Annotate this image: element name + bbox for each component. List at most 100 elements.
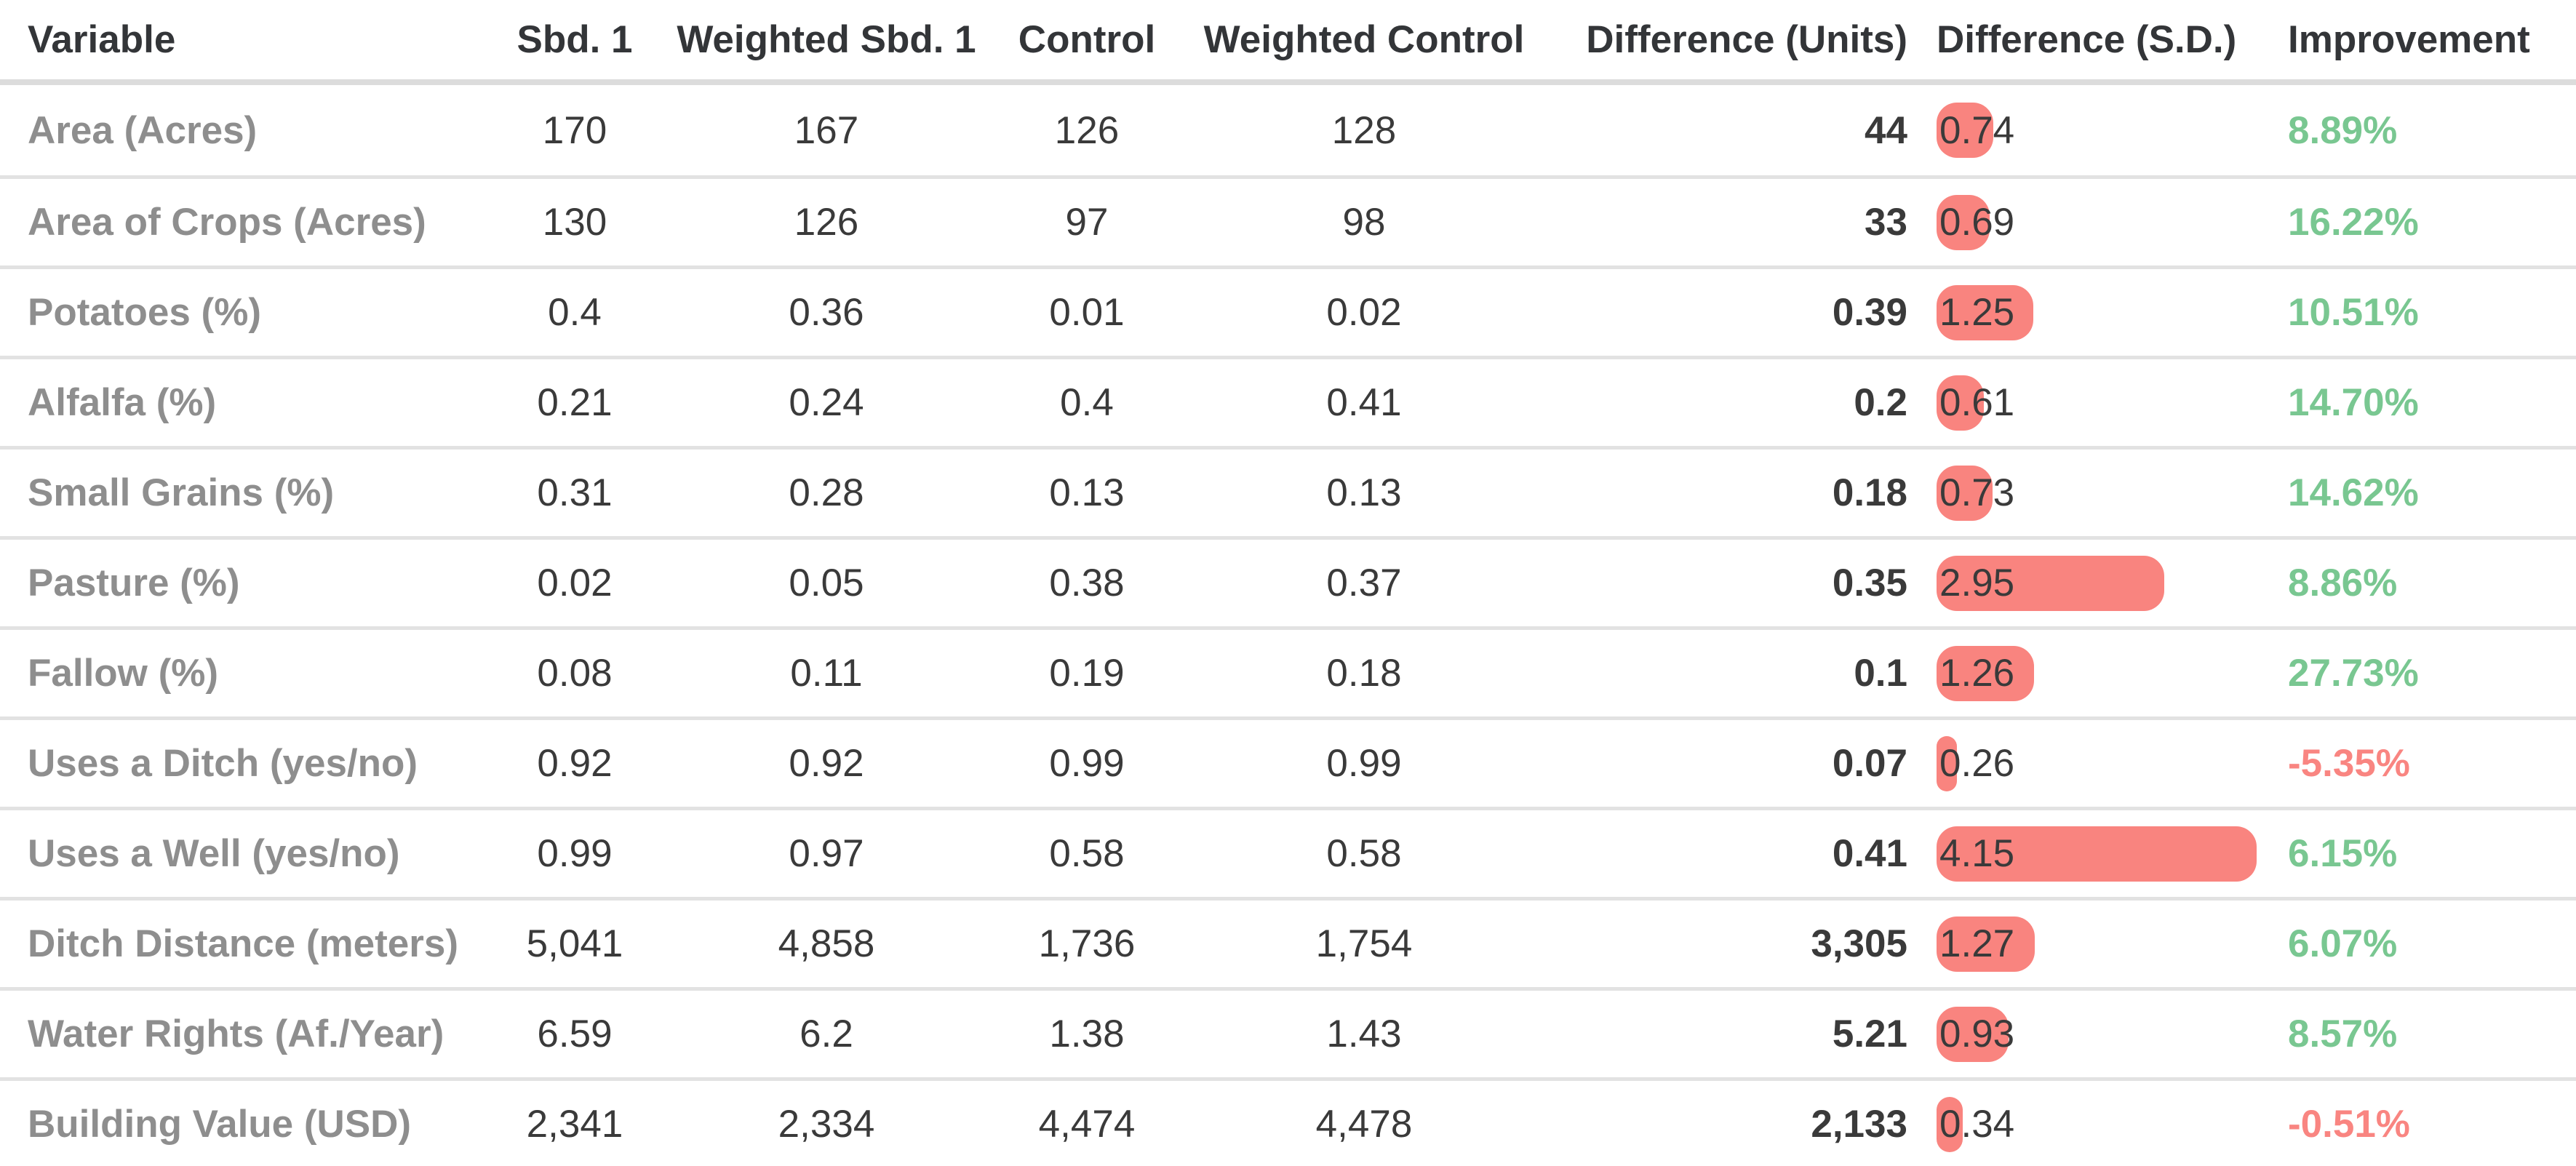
cell-improvement: 14.70% <box>2288 381 2419 424</box>
cell-weighted-control: 98 <box>1342 201 1386 244</box>
row-label: Uses a Ditch (yes/no) <box>28 742 418 785</box>
cell-sbd1: 0.08 <box>537 652 613 695</box>
cell-weighted-sbd1: 0.24 <box>789 381 864 424</box>
cell-improvement: 6.15% <box>2288 832 2398 875</box>
sd-magnitude-bar <box>1937 103 1993 158</box>
sd-value: 1.26 <box>1939 652 2015 695</box>
sd-value: 0.26 <box>1939 742 2015 785</box>
cell-difference-units: 2,133 <box>1811 1103 1907 1146</box>
table-row: Potatoes (%) 0.4 0.36 0.01 0.02 0.39 1.2… <box>0 265 2576 356</box>
column-header-weighted-control: Weighted Control <box>1203 18 1525 61</box>
cell-sbd1: 0.99 <box>537 832 613 875</box>
cell-weighted-sbd1: 0.97 <box>789 832 864 875</box>
row-label: Building Value (USD) <box>28 1103 412 1146</box>
row-label: Water Rights (Af./Year) <box>28 1013 444 1055</box>
cell-difference-units: 5.21 <box>1832 1013 1907 1055</box>
row-label: Uses a Well (yes/no) <box>28 832 400 875</box>
cell-weighted-sbd1: 0.92 <box>789 742 864 785</box>
cell-control: 126 <box>1054 108 1120 152</box>
cell-difference-sd: 0.61 <box>1907 359 2288 446</box>
cell-sbd1: 0.21 <box>537 381 613 424</box>
cell-difference-units: 0.2 <box>1854 381 1907 424</box>
cell-difference-sd: 0.93 <box>1907 991 2288 1077</box>
sd-magnitude-bar <box>1937 555 2164 611</box>
sd-magnitude-bar <box>1937 645 2034 701</box>
cell-weighted-control: 4,478 <box>1315 1103 1413 1146</box>
cell-sbd1: 130 <box>542 201 607 244</box>
cell-difference-sd: 0.34 <box>1907 1081 2288 1166</box>
cell-difference-sd: 4.15 <box>1907 810 2288 897</box>
cell-weighted-sbd1: 0.28 <box>789 471 864 514</box>
row-label: Area (Acres) <box>28 108 258 152</box>
table-header-row: Variable Sbd. 1 Weighted Sbd. 1 Control … <box>0 0 2576 85</box>
cell-control: 1,736 <box>1038 922 1136 965</box>
sd-magnitude-bar <box>1937 194 1990 250</box>
table-row: Water Rights (Af./Year) 6.59 6.2 1.38 1.… <box>0 987 2576 1077</box>
cell-difference-sd: 0.74 <box>1907 85 2288 175</box>
column-header-control: Control <box>1018 18 1156 61</box>
cell-sbd1: 0.31 <box>537 471 613 514</box>
table-row: Alfalfa (%) 0.21 0.24 0.4 0.41 0.2 0.61 … <box>0 356 2576 446</box>
cell-sbd1: 0.92 <box>537 742 613 785</box>
cell-weighted-sbd1: 2,334 <box>778 1103 875 1146</box>
sd-value: 2.95 <box>1939 562 2015 604</box>
cell-control: 97 <box>1065 201 1109 244</box>
sd-magnitude-bar <box>1937 826 2257 882</box>
cell-weighted-control: 0.13 <box>1326 471 1402 514</box>
cell-control: 0.13 <box>1049 471 1125 514</box>
cell-weighted-control: 0.37 <box>1326 562 1402 604</box>
cell-weighted-control: 128 <box>1331 108 1397 152</box>
row-label: Alfalfa (%) <box>28 381 217 424</box>
row-label: Ditch Distance (meters) <box>28 922 459 965</box>
cell-control: 0.19 <box>1049 652 1125 695</box>
cell-weighted-control: 0.41 <box>1326 381 1402 424</box>
cell-difference-sd: 1.25 <box>1907 269 2288 356</box>
cell-control: 0.01 <box>1049 291 1125 334</box>
cell-control: 0.4 <box>1060 381 1114 424</box>
cell-difference-units: 0.1 <box>1854 652 1907 695</box>
cell-difference-sd: 1.26 <box>1907 630 2288 716</box>
cell-difference-sd: 2.95 <box>1907 540 2288 626</box>
column-header-difference-sd: Difference (S.D.) <box>1937 18 2237 61</box>
cell-sbd1: 0.4 <box>548 291 602 334</box>
cell-improvement: -0.51% <box>2288 1103 2410 1146</box>
cell-improvement: 27.73% <box>2288 652 2419 695</box>
sd-magnitude-bar <box>1937 1006 2009 1062</box>
cell-sbd1: 0.02 <box>537 562 613 604</box>
table-row: Area of Crops (Acres) 130 126 97 98 33 0… <box>0 175 2576 265</box>
column-header-improvement: Improvement <box>2288 18 2530 61</box>
table-row: Uses a Well (yes/no) 0.99 0.97 0.58 0.58… <box>0 807 2576 897</box>
cell-weighted-control: 1.43 <box>1326 1013 1402 1055</box>
cell-difference-units: 0.18 <box>1832 471 1907 514</box>
cell-control: 0.38 <box>1049 562 1125 604</box>
cell-weighted-sbd1: 0.11 <box>790 652 863 695</box>
cell-weighted-control: 0.18 <box>1326 652 1402 695</box>
cell-difference-sd: 0.69 <box>1907 179 2288 265</box>
cell-sbd1: 5,041 <box>526 922 623 965</box>
cell-weighted-control: 1,754 <box>1315 922 1413 965</box>
cell-sbd1: 6.59 <box>537 1013 613 1055</box>
cell-improvement: 8.57% <box>2288 1013 2398 1055</box>
cell-control: 0.99 <box>1049 742 1125 785</box>
sd-value: 4.15 <box>1939 832 2015 875</box>
sd-magnitude-bar <box>1937 735 1957 791</box>
row-label: Area of Crops (Acres) <box>28 201 426 244</box>
cell-difference-units: 0.39 <box>1832 291 1907 334</box>
cell-improvement: 6.07% <box>2288 922 2398 965</box>
cell-control: 4,474 <box>1038 1103 1136 1146</box>
sd-value: 0.69 <box>1939 201 2015 244</box>
cell-difference-units: 0.35 <box>1832 562 1907 604</box>
row-label: Fallow (%) <box>28 652 219 695</box>
column-header-difference-units: Difference (Units) <box>1586 18 1907 61</box>
column-header-sbd1: Sbd. 1 <box>517 18 633 61</box>
cell-weighted-sbd1: 0.36 <box>789 291 864 334</box>
sd-value: 0.34 <box>1939 1103 2015 1146</box>
row-label: Small Grains (%) <box>28 471 335 514</box>
sd-magnitude-bar <box>1937 1096 1963 1152</box>
cell-difference-units: 3,305 <box>1811 922 1907 965</box>
sd-magnitude-bar <box>1937 284 2033 340</box>
cell-control: 0.58 <box>1049 832 1125 875</box>
cell-improvement: 14.62% <box>2288 471 2419 514</box>
column-header-variable: Variable <box>28 18 176 61</box>
